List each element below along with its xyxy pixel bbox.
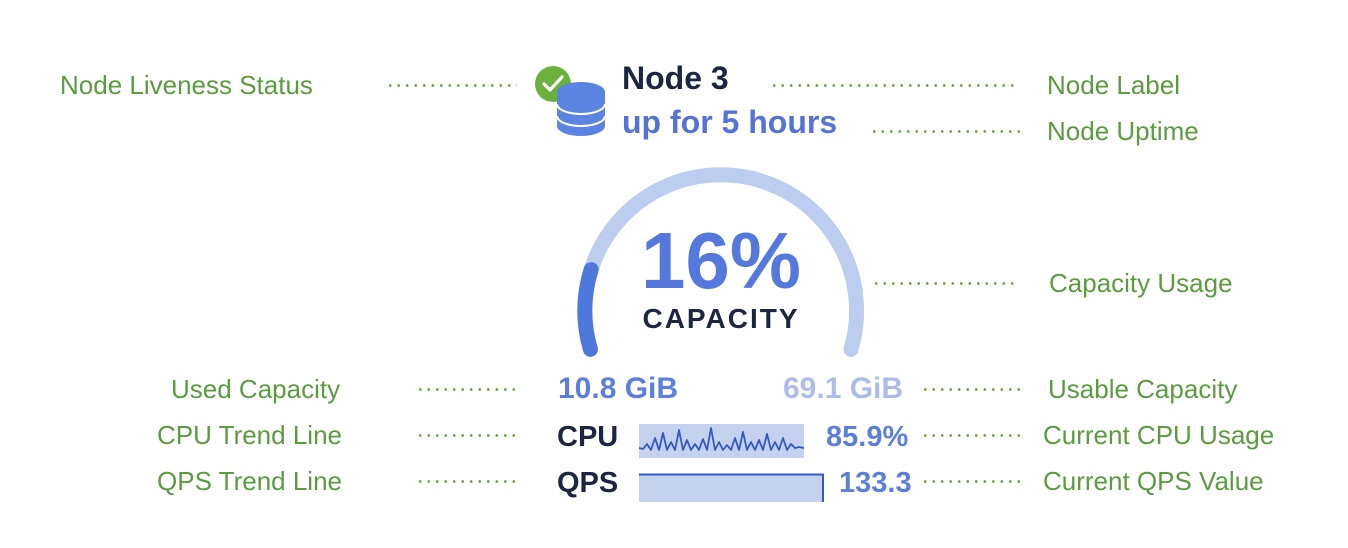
svg-text:16%: 16% bbox=[641, 216, 801, 305]
svg-text:CAPACITY: CAPACITY bbox=[642, 303, 799, 334]
